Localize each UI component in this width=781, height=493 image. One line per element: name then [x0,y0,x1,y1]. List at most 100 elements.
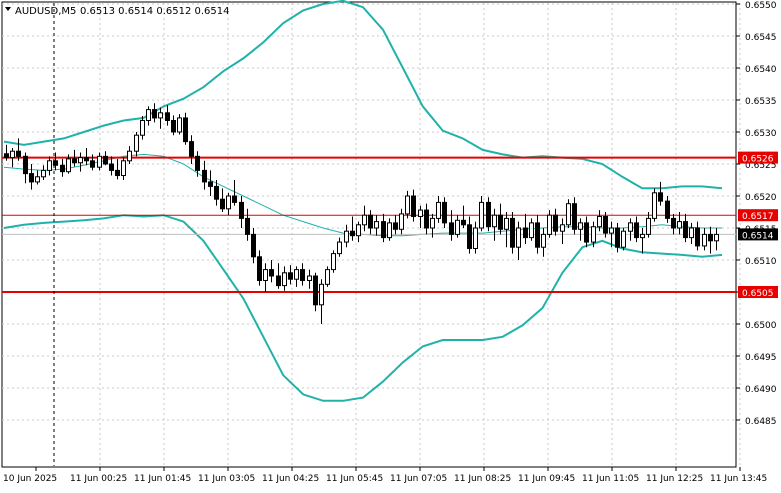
candle-body [597,215,602,228]
candle-body [449,222,454,235]
candle-body [300,269,305,281]
candle-body [325,269,330,285]
candle-body [276,275,281,287]
y-tick-label: 0.6495 [745,353,777,363]
candle-body [498,214,503,230]
candle-body [702,233,707,247]
candle-body [473,227,478,249]
symbol-label: AUDUSD,M5 [15,6,76,17]
candle-body [208,181,213,187]
x-tick-label: 11 Jun 01:45 [134,474,191,484]
candle-body [245,217,250,235]
candle-body [634,222,639,239]
level-price-tag [738,151,778,164]
candle-body [424,209,429,229]
candle-body [411,195,416,217]
candle-body [282,272,287,287]
candle-body [486,201,491,228]
candle-body [516,227,521,248]
candle-body [23,155,28,175]
candle-body [504,217,509,230]
candle-body [269,269,274,277]
candle-body [523,227,528,239]
level-price-label: 0.6505 [742,289,774,299]
candle-body [652,192,657,219]
candle-body [331,253,336,271]
horizontal-levels [2,156,736,293]
chart-header: AUDUSD,M5 0.6513 0.6514 0.6512 0.6514 [5,6,230,17]
candle-body [665,200,670,219]
candle-body [566,203,571,226]
candle-body [529,222,534,239]
candle-body [16,150,21,157]
candle-body [195,155,200,171]
candle-body [257,256,262,281]
x-tick-label: 11 Jun 00:25 [70,474,127,484]
candle-body [362,214,367,226]
candle-body [671,217,676,229]
y-tick-label: 0.6500 [745,321,777,331]
candle-body [220,198,225,210]
candle-body [374,221,379,229]
candle-body [307,275,312,281]
candle-body [10,150,15,159]
candle-body [621,230,626,248]
x-tick-label: 11 Jun 04:25 [262,474,319,484]
time-axis[interactable]: 10 Jun 2025 11 Jun 00:25 11 Jun 01:45 11 Ju… [3,467,767,484]
y-tick-label: 0.6545 [745,33,777,43]
candle-body [535,222,540,248]
candle-body [677,221,682,229]
candle-body [97,155,102,168]
x-tick-label: 11 Jun 05:45 [326,474,383,484]
candle-body [115,169,120,177]
y-tick-label: 0.6485 [745,417,777,427]
candle-body [90,160,95,168]
candle-body [202,169,207,183]
x-tick-label: 11 Jun 13:45 [710,474,767,484]
y-tick-label: 0.6535 [745,97,777,107]
candle-body [177,117,182,133]
y-tick-label: 0.6510 [745,257,777,267]
candle-body [239,201,244,219]
candle-body [78,157,83,164]
x-tick-label: 10 Jun 2025 [3,474,57,484]
candle-body [4,153,9,159]
candle-body [560,224,565,232]
candle-body [189,141,194,157]
y-tick-label: 0.6520 [745,193,777,203]
candle-body [134,134,139,152]
level-price-tag [738,209,778,222]
candle-body [714,233,719,242]
candle-body [66,158,71,173]
candle-body [461,219,466,226]
candle-body [251,233,256,258]
candle-body [467,224,472,249]
level-price-label: 0.6526 [742,155,774,165]
candle-body [152,109,157,119]
candle-body [72,158,77,164]
candle-body [584,222,589,243]
candle-body [165,112,170,121]
candle-body [646,217,651,235]
candle-body [214,185,219,200]
candle-body [609,227,614,234]
candle-body [405,195,410,215]
x-tick-label: 11 Jun 08:25 [454,474,511,484]
candle-body [29,173,34,183]
candle-body [368,214,373,229]
candle-body [695,227,700,247]
candle-body [183,117,188,143]
candle-body [84,157,89,162]
price-labels: 0.6526 0.6517 0.6505 0.6514 [738,151,778,299]
collapse-arrow-icon[interactable] [5,7,11,11]
level-price-tag [738,286,778,298]
candle-body [319,283,324,306]
candle-body [492,214,497,228]
candle-body [479,201,484,229]
candle-body [294,269,299,280]
ohlc-values: 0.6513 0.6514 0.6512 0.6514 [80,6,230,17]
bollinger-upper [3,0,723,190]
candle-body [146,109,151,121]
